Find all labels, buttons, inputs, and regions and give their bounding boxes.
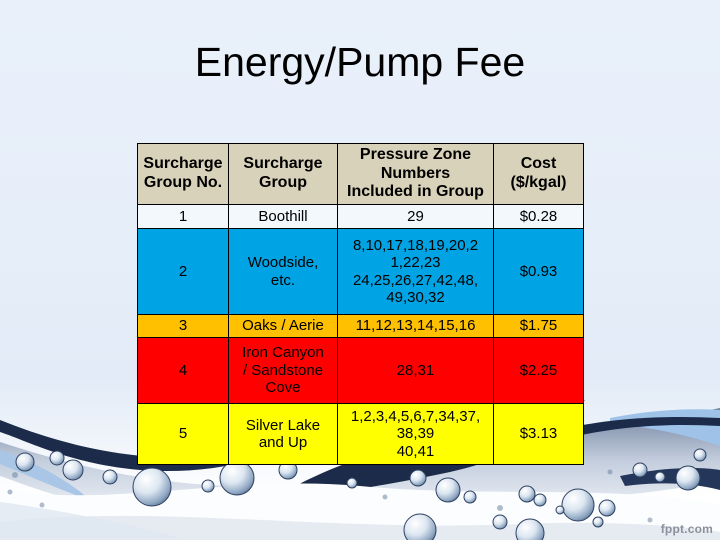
water-bubbles <box>15 448 707 540</box>
fppt-watermark: fppt.com <box>660 522 713 536</box>
table-row: 4 Iron Canyon / Sandstone Cove 28,31 $2.… <box>137 337 584 404</box>
table-row: 3 Oaks / Aerie 11,12,13,14,15,16 $1.75 <box>137 314 584 338</box>
cell-group-no: 3 <box>137 314 229 338</box>
cell-cost: $2.25 <box>493 337 584 404</box>
cell-cost: $0.28 <box>493 204 584 229</box>
table-row: 2 Woodside, etc. 8,10,17,18,19,20,2 1,22… <box>137 228 584 315</box>
cell-group-no: 5 <box>137 403 229 465</box>
cell-zones: 1,2,3,4,5,6,7,34,37, 38,39 40,41 <box>337 403 494 465</box>
table-row: 5 Silver Lake and Up 1,2,3,4,5,6,7,34,37… <box>137 403 584 465</box>
water-droplet-specks <box>7 469 653 523</box>
cell-group-no: 2 <box>137 228 229 315</box>
cell-group-no: 4 <box>137 337 229 404</box>
cell-cost: $0.93 <box>493 228 584 315</box>
cell-cost: $3.13 <box>493 403 584 465</box>
cell-group-no: 1 <box>137 204 229 229</box>
cell-group: Iron Canyon / Sandstone Cove <box>228 337 338 404</box>
cell-zones: 29 <box>337 204 494 229</box>
page-title: Energy/Pump Fee <box>194 39 526 85</box>
cell-group: Boothill <box>228 204 338 229</box>
cell-group: Silver Lake and Up <box>228 403 338 465</box>
table-row: 1 Boothill 29 $0.28 <box>137 204 584 229</box>
cell-cost: $1.75 <box>493 314 584 338</box>
cell-zones: 11,12,13,14,15,16 <box>337 314 494 338</box>
col-header-pressure-zones: Pressure Zone Numbers Included in Group <box>337 143 494 205</box>
cell-zones: 28,31 <box>337 337 494 404</box>
col-header-surcharge-group: Surcharge Group <box>228 143 338 205</box>
cell-group: Oaks / Aerie <box>228 314 338 338</box>
surcharge-fee-table: Surcharge Group No. Surcharge Group Pres… <box>137 143 584 465</box>
cell-zones: 8,10,17,18,19,20,2 1,22,23 24,25,26,27,4… <box>337 228 494 315</box>
cell-group: Woodside, etc. <box>228 228 338 315</box>
col-header-cost: Cost ($/kgal) <box>493 143 584 205</box>
table-header-row: Surcharge Group No. Surcharge Group Pres… <box>137 143 584 205</box>
col-header-surcharge-group-no: Surcharge Group No. <box>137 143 229 205</box>
